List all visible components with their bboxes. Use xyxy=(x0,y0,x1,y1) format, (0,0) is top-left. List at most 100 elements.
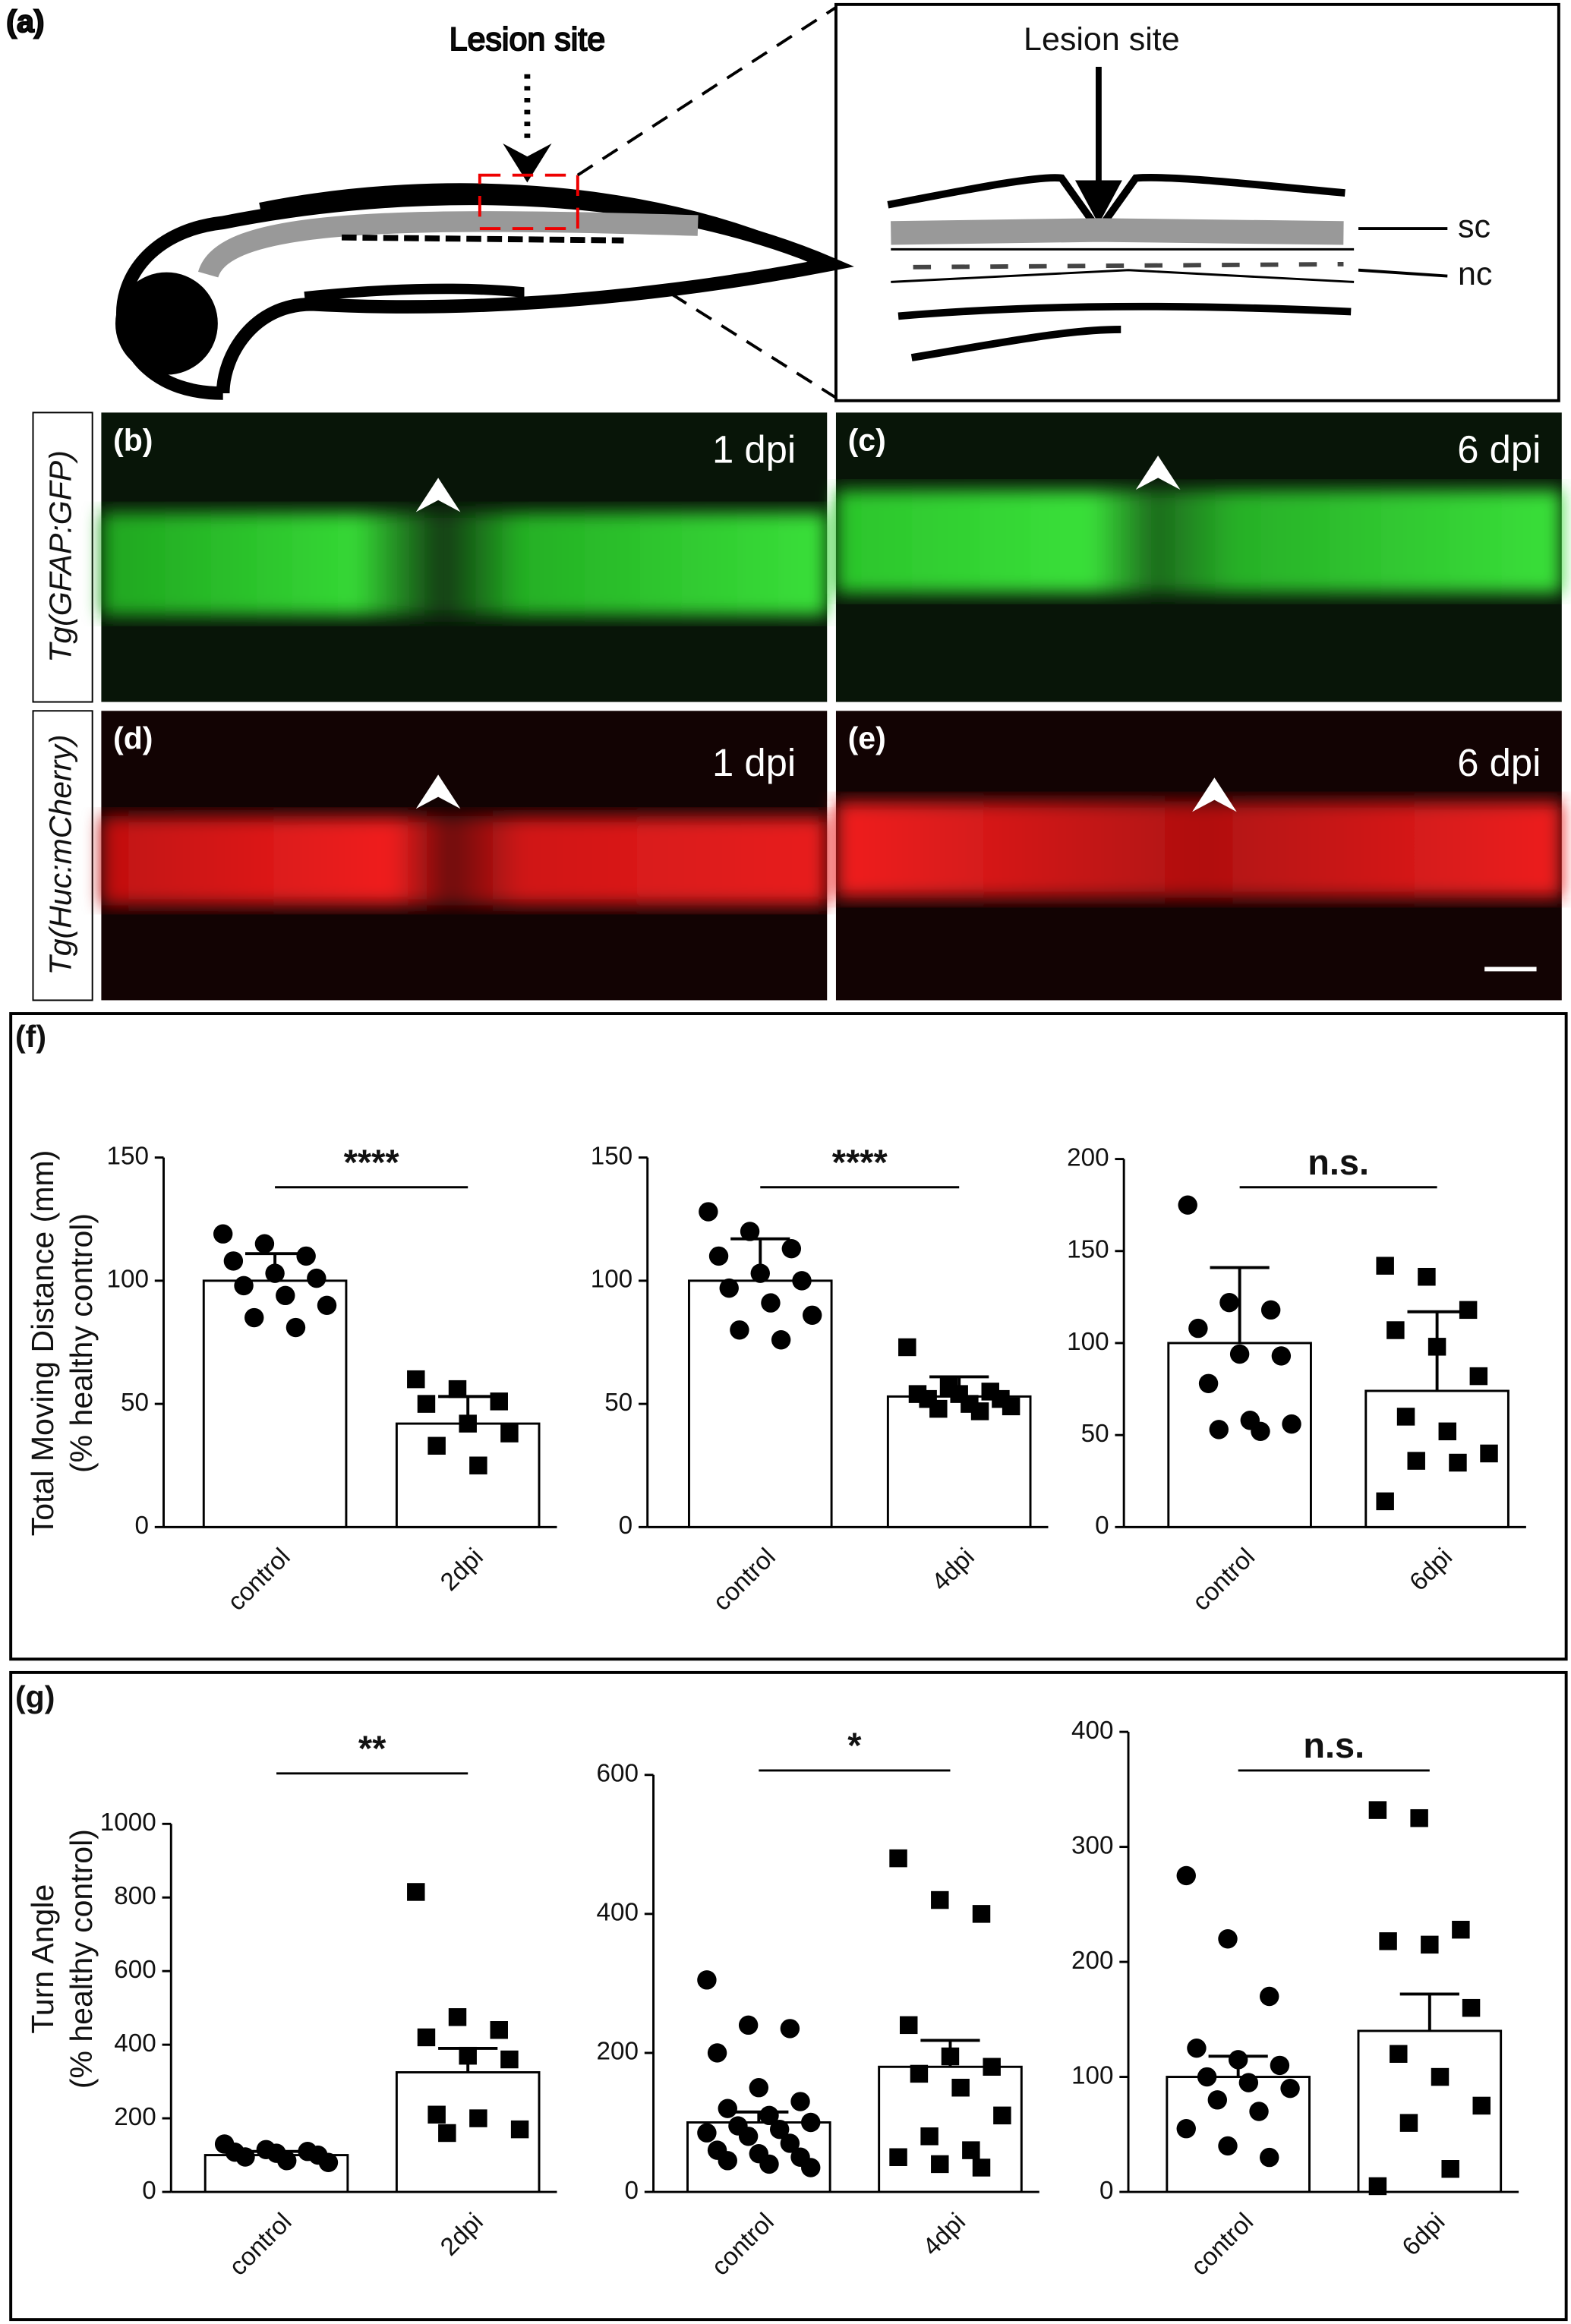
y-axis-label: Total Moving Distance (mm) xyxy=(25,1150,60,1536)
y-tick-label: 0 xyxy=(625,2177,639,2205)
data-point xyxy=(707,2043,727,2063)
panel-label: (e) xyxy=(848,721,886,755)
data-point xyxy=(427,2105,446,2124)
panel-f-frame xyxy=(9,1012,1568,1661)
time-label: 1 dpi xyxy=(712,428,796,471)
x-tick-label: control xyxy=(708,1543,781,1616)
data-point xyxy=(931,2155,949,2174)
data-point xyxy=(802,1305,822,1326)
error-bar xyxy=(1210,1266,1270,1343)
data-point xyxy=(719,1278,739,1298)
significance-label: **** xyxy=(832,1143,888,1182)
data-point xyxy=(759,2105,779,2126)
arrowheads xyxy=(415,456,1237,812)
nc-pointer xyxy=(1358,268,1448,278)
data-point xyxy=(1438,1422,1457,1441)
x-tick-label: control xyxy=(1186,2208,1260,2281)
mcherry-signal xyxy=(101,816,828,906)
lesion-label: Lesion site xyxy=(450,21,606,58)
x-tick-label: control xyxy=(224,2208,298,2281)
data-point xyxy=(951,2078,970,2097)
data-point xyxy=(510,2120,529,2139)
data-point xyxy=(1480,1444,1498,1463)
y-tick-label: 0 xyxy=(619,1512,633,1540)
data-point xyxy=(1207,2090,1228,2110)
y-tick-label: 50 xyxy=(604,1389,633,1417)
y-tick-label: 150 xyxy=(591,1142,633,1170)
data-point xyxy=(1452,1920,1470,1939)
y-tick-label: 0 xyxy=(1095,1512,1109,1540)
y-tick-label: 400 xyxy=(114,2029,156,2058)
data-point xyxy=(317,1295,337,1316)
y-tick-label: 400 xyxy=(597,1899,639,1927)
bar xyxy=(878,2065,1023,2193)
data-point xyxy=(792,1271,812,1291)
data-point xyxy=(469,1456,487,1474)
data-point xyxy=(1282,1414,1301,1434)
y-tick-label: 100 xyxy=(1071,2061,1113,2089)
mcherry-signal xyxy=(835,801,1562,898)
data-point xyxy=(972,1905,991,1923)
x-tick-label: control xyxy=(706,2208,780,2281)
y-tick-label: 200 xyxy=(1071,1947,1113,1975)
error-bar xyxy=(729,2110,789,2123)
data-point xyxy=(459,2046,477,2065)
inset-lines xyxy=(891,248,1355,283)
spinal-cord xyxy=(197,211,699,279)
data-point xyxy=(738,2127,759,2146)
data-point xyxy=(1176,1865,1196,1886)
nc-label: nc xyxy=(1458,256,1492,292)
y-tick-label: 300 xyxy=(1071,1831,1113,1859)
data-point xyxy=(750,1263,770,1283)
x-tick-label: 2dpi xyxy=(435,1543,489,1597)
data-point xyxy=(1218,2136,1238,2156)
data-point xyxy=(699,1202,718,1222)
y-tick-label: 200 xyxy=(114,2103,156,2131)
data-point xyxy=(920,2127,938,2146)
data-point xyxy=(1431,2067,1450,2086)
data-point xyxy=(993,2106,1011,2125)
arrowhead xyxy=(503,143,552,183)
data-point xyxy=(1390,2045,1408,2063)
data-point xyxy=(738,2015,759,2035)
data-point xyxy=(1376,1492,1394,1511)
data-point xyxy=(459,1414,477,1433)
y-tick-label: 0 xyxy=(142,2177,156,2205)
data-point xyxy=(1376,1257,1394,1275)
bar xyxy=(886,1395,1032,1528)
y-tick-label: 200 xyxy=(1067,1143,1109,1171)
data-point xyxy=(1197,2067,1217,2087)
data-point xyxy=(1368,2177,1387,2196)
data-point xyxy=(769,2119,790,2140)
y-axis-label: Turn Angle xyxy=(25,1884,60,2034)
data-point xyxy=(1187,2038,1207,2058)
data-point xyxy=(983,2058,1001,2076)
y-tick-label: 50 xyxy=(121,1389,149,1417)
data-point xyxy=(718,2151,737,2171)
data-point xyxy=(1229,1344,1250,1364)
significance-label: * xyxy=(847,1726,862,1765)
significance-label: n.s. xyxy=(1303,1726,1364,1765)
data-point xyxy=(407,1370,425,1389)
data-point xyxy=(931,1890,949,1909)
data-point xyxy=(898,1338,916,1357)
data-point xyxy=(889,2148,907,2166)
data-point xyxy=(1472,2096,1491,2115)
data-point xyxy=(801,2112,821,2133)
row-label: Tg(Huc:mCherry) xyxy=(43,734,77,975)
y-axis-label: (% healthy control) xyxy=(64,1213,99,1473)
error-bar xyxy=(1399,1992,1459,2031)
data-point xyxy=(972,2158,991,2177)
data-point xyxy=(1441,2160,1459,2178)
data-point xyxy=(285,1317,306,1338)
data-point xyxy=(448,1380,467,1398)
data-point xyxy=(740,1222,760,1241)
data-point xyxy=(1219,1292,1239,1313)
data-point xyxy=(697,2123,717,2143)
inset-spinal-cord xyxy=(891,218,1344,245)
y-tick-label: 400 xyxy=(1071,1717,1113,1745)
data-point xyxy=(970,1402,989,1421)
data-point xyxy=(761,1293,781,1313)
data-point xyxy=(1469,1367,1488,1386)
data-point xyxy=(223,1251,244,1271)
